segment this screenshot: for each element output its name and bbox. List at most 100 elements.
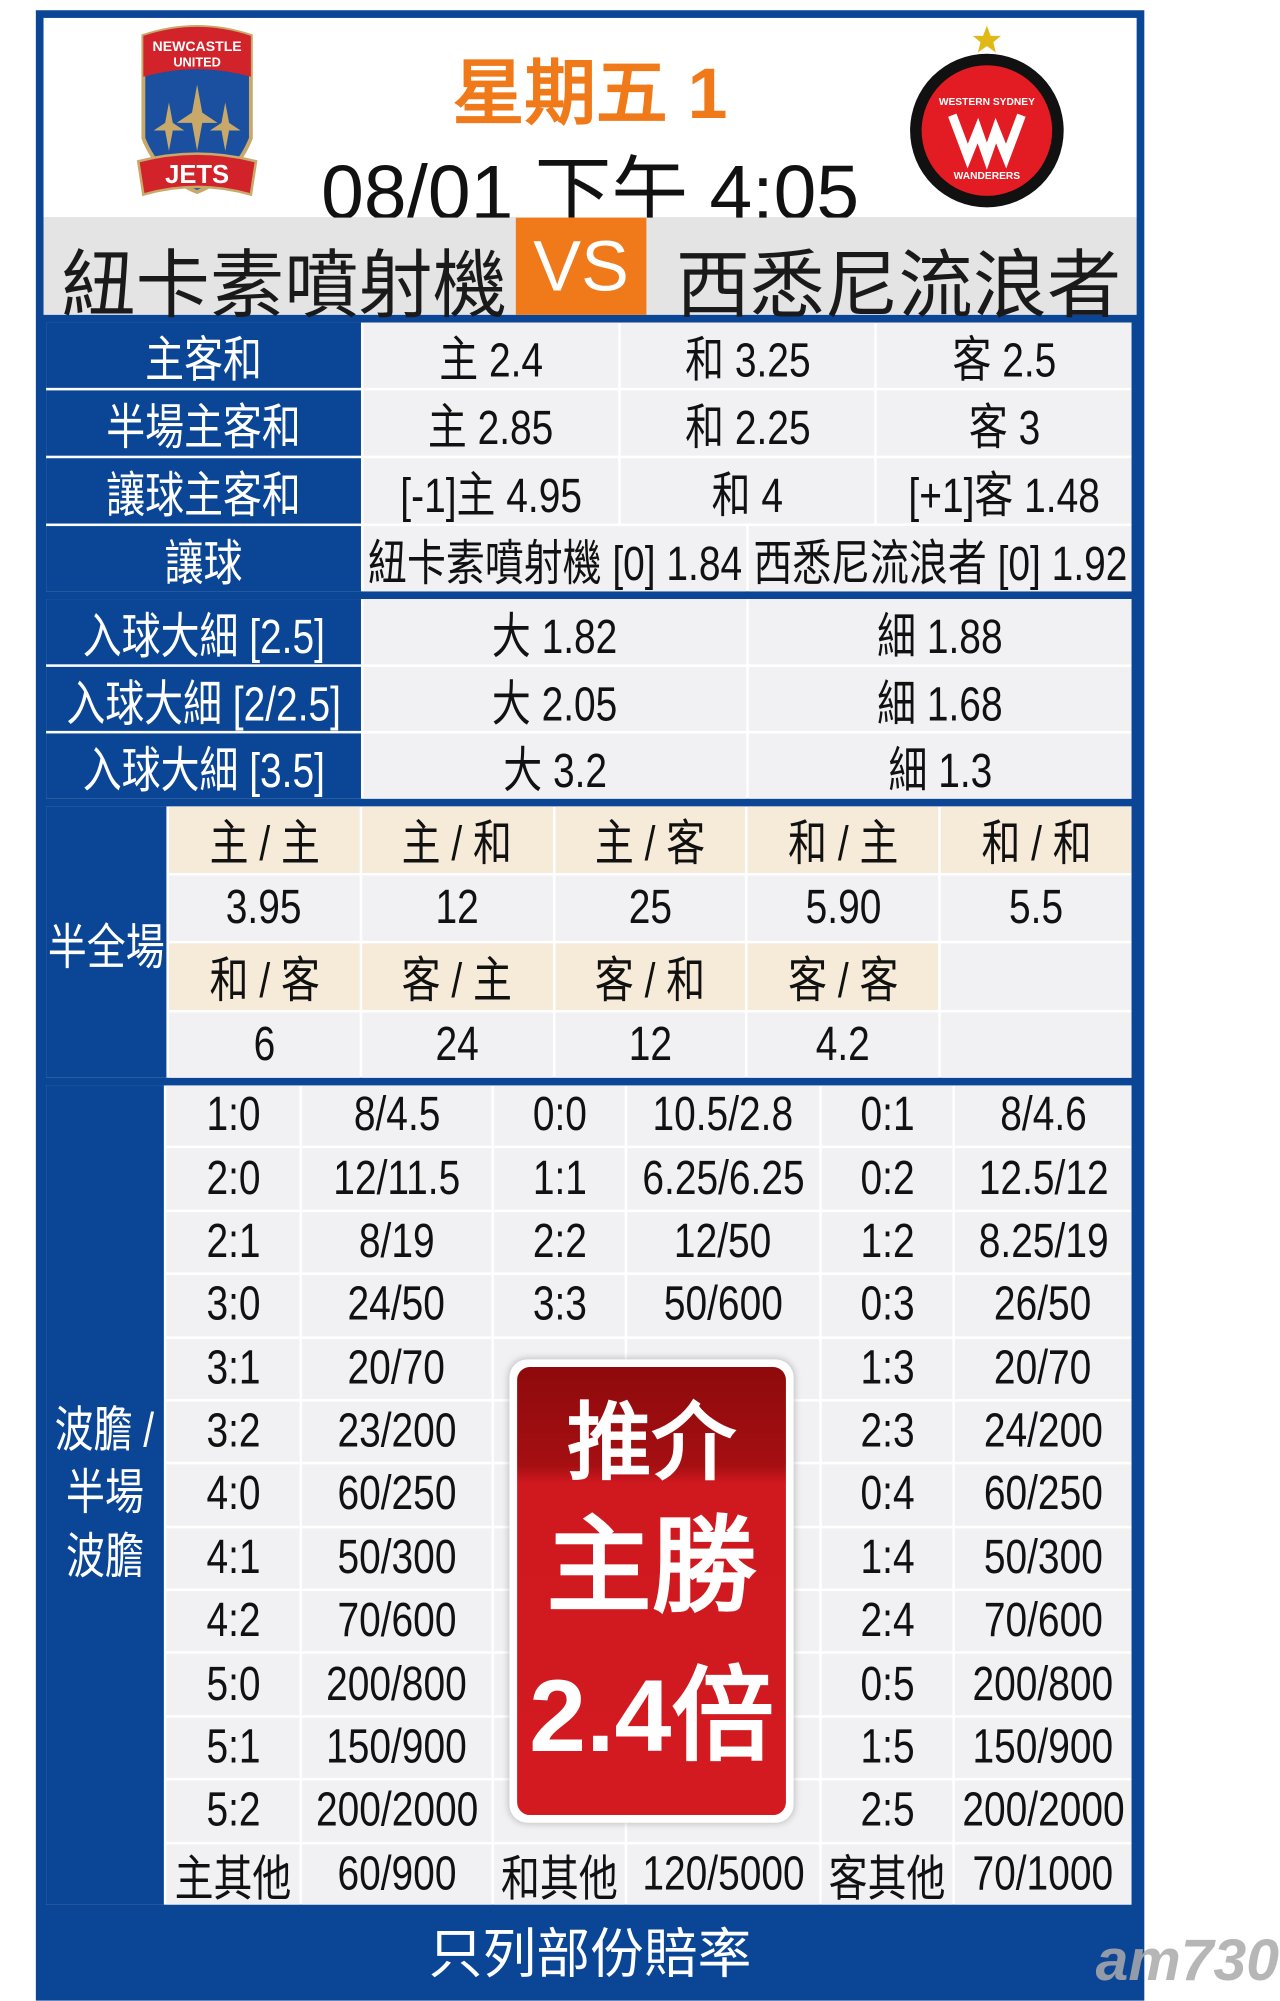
htft-outcome-text: 主 / 和	[402, 818, 513, 872]
score-text: 0:1	[859, 1088, 915, 1142]
htft-odds-text: 12	[435, 880, 479, 935]
odds-cell-text: 主 2.85	[427, 401, 554, 456]
row-label-text: 入球大細 [2.5]	[82, 610, 325, 664]
htft-odds-text: 4.2	[816, 1017, 871, 1072]
score: 0:0	[494, 1085, 625, 1147]
score: 0:5	[821, 1654, 953, 1715]
correct-score-label-line: 半場	[66, 1467, 144, 1522]
row-label: 主客和	[46, 322, 361, 388]
correct-score-label-line: 波膽	[66, 1530, 144, 1585]
score-text: 0:3	[859, 1277, 915, 1332]
score-text: 5:2	[205, 1783, 260, 1838]
row-label-text: 讓球	[164, 537, 243, 592]
score-odds: 12/11.5	[302, 1148, 492, 1210]
odds-cell: 和 2.25	[620, 390, 875, 456]
score-text: 5:1	[205, 1720, 260, 1775]
totals-table: 入球大細 [2.5] 大 1.82 細 1.88 入球大細 [2/2.5] 大 2.05…	[46, 599, 1132, 799]
match-day: 星期五 1	[452, 52, 728, 134]
score-text: 4:0	[205, 1467, 260, 1522]
home-team-name: 紐卡素噴射機	[61, 244, 507, 328]
score-text: 和其他	[500, 1853, 618, 1905]
score: 2:0	[166, 1148, 300, 1210]
score: 3:3	[494, 1275, 625, 1336]
score: 2:3	[821, 1401, 953, 1463]
score-odds: 24/200	[954, 1401, 1132, 1463]
htft-outcome-text: 客 / 和	[595, 955, 706, 1009]
score-text: 1:0	[205, 1088, 260, 1142]
odds-cell: 大 1.82	[363, 599, 747, 664]
score-odds-text: 60/900	[337, 1846, 457, 1901]
htft-outcome: 主 / 客	[555, 806, 746, 873]
score-odds-text: 20/70	[994, 1341, 1092, 1395]
row-label-text: 入球大細 [3.5]	[82, 745, 325, 799]
score: 2:5	[821, 1780, 953, 1842]
score-odds-text: 10.5/2.8	[652, 1088, 794, 1142]
score-odds: 50/300	[954, 1527, 1132, 1589]
odds-cell-text: 大 3.2	[502, 745, 607, 799]
score-odds: 60/250	[302, 1464, 492, 1526]
score-odds: 70/1000	[954, 1843, 1132, 1905]
htft-odds-text: 5.90	[805, 880, 882, 935]
score: 1:2	[821, 1211, 953, 1273]
score: 0:3	[821, 1275, 953, 1336]
score-odds-text: 50/300	[983, 1530, 1103, 1585]
odds-cell-text: 和 2.25	[684, 401, 811, 456]
score-odds-text: 8.25/19	[978, 1214, 1109, 1269]
score-odds: 6.25/6.25	[627, 1148, 820, 1210]
score: 2:2	[494, 1211, 625, 1273]
htft-odds-text: 24	[435, 1017, 479, 1072]
odds-cell-text: 和 3.25	[684, 334, 811, 388]
score-odds-text: 200/800	[972, 1657, 1114, 1711]
correct-score-label: 波膽 / 半場波膽	[46, 1085, 164, 1905]
score-odds-text: 50/300	[337, 1530, 457, 1585]
score-text: 0:0	[532, 1088, 587, 1142]
row-label: 讓球	[46, 526, 361, 592]
htft-outcome: 客 / 客	[748, 943, 939, 1010]
score-text: 0:2	[859, 1151, 915, 1206]
score-odds: 26/50	[954, 1275, 1132, 1336]
score-odds-text: 8/4.5	[353, 1088, 441, 1142]
score-odds: 20/70	[954, 1338, 1132, 1399]
odds-cell: 客 3	[877, 390, 1132, 456]
score: 1:0	[166, 1085, 300, 1147]
odds-cell: [+1]客 1.48	[877, 458, 1132, 524]
htft-outcome-text: 客 / 客	[788, 955, 899, 1009]
score: 4:2	[166, 1591, 300, 1652]
odds-cell: 細 1.88	[748, 599, 1132, 664]
correct-score-label-line: 波膽 /	[55, 1404, 155, 1458]
odds-cell-text: 和 4	[711, 469, 784, 524]
score-text: 客其他	[828, 1853, 946, 1905]
score-text: 0:5	[859, 1657, 915, 1711]
odds-cell-text: 主 2.4	[438, 334, 543, 388]
score-text: 1:4	[859, 1530, 915, 1585]
htft-odds: 3.95	[168, 874, 360, 941]
htft-outcome: 主 / 主	[168, 806, 360, 873]
htft-outcome-text: 客 / 主	[402, 955, 513, 1009]
score: 1:4	[821, 1527, 953, 1589]
score-odds: 200/2000	[302, 1780, 492, 1842]
away-team-name: 西悉尼流浪者	[675, 244, 1122, 328]
score-odds-text: 8/4.6	[999, 1088, 1087, 1142]
am730-watermark-logo: am730	[1095, 1926, 1280, 1993]
odds-cell-text: 客 2.5	[952, 334, 1057, 388]
svg-text:WESTERN SYDNEY: WESTERN SYDNEY	[939, 97, 1035, 108]
row-label: 讓球主客和	[46, 458, 361, 524]
score-text: 1:2	[859, 1214, 915, 1269]
score: 2:1	[166, 1211, 300, 1273]
score-odds: 8.25/19	[954, 1211, 1132, 1273]
score-text: 2:5	[859, 1783, 915, 1838]
score: 3:0	[166, 1275, 300, 1336]
score-odds: 150/900	[954, 1717, 1132, 1779]
htft-odds: 4.2	[748, 1011, 939, 1078]
score-text: 5:0	[205, 1657, 260, 1711]
score-odds: 10.5/2.8	[627, 1085, 820, 1147]
htft-odds-text: 5.5	[1009, 880, 1064, 935]
recommendation-odds: 2.4倍	[529, 1658, 774, 1773]
score-odds-text: 70/600	[983, 1593, 1103, 1648]
odds-cell-text: 客 3	[968, 401, 1041, 456]
score: 主其他	[166, 1843, 300, 1905]
score-odds: 12.5/12	[954, 1148, 1132, 1210]
score-text: 2:3	[859, 1404, 915, 1459]
htft-odds: 5.5	[941, 874, 1132, 941]
